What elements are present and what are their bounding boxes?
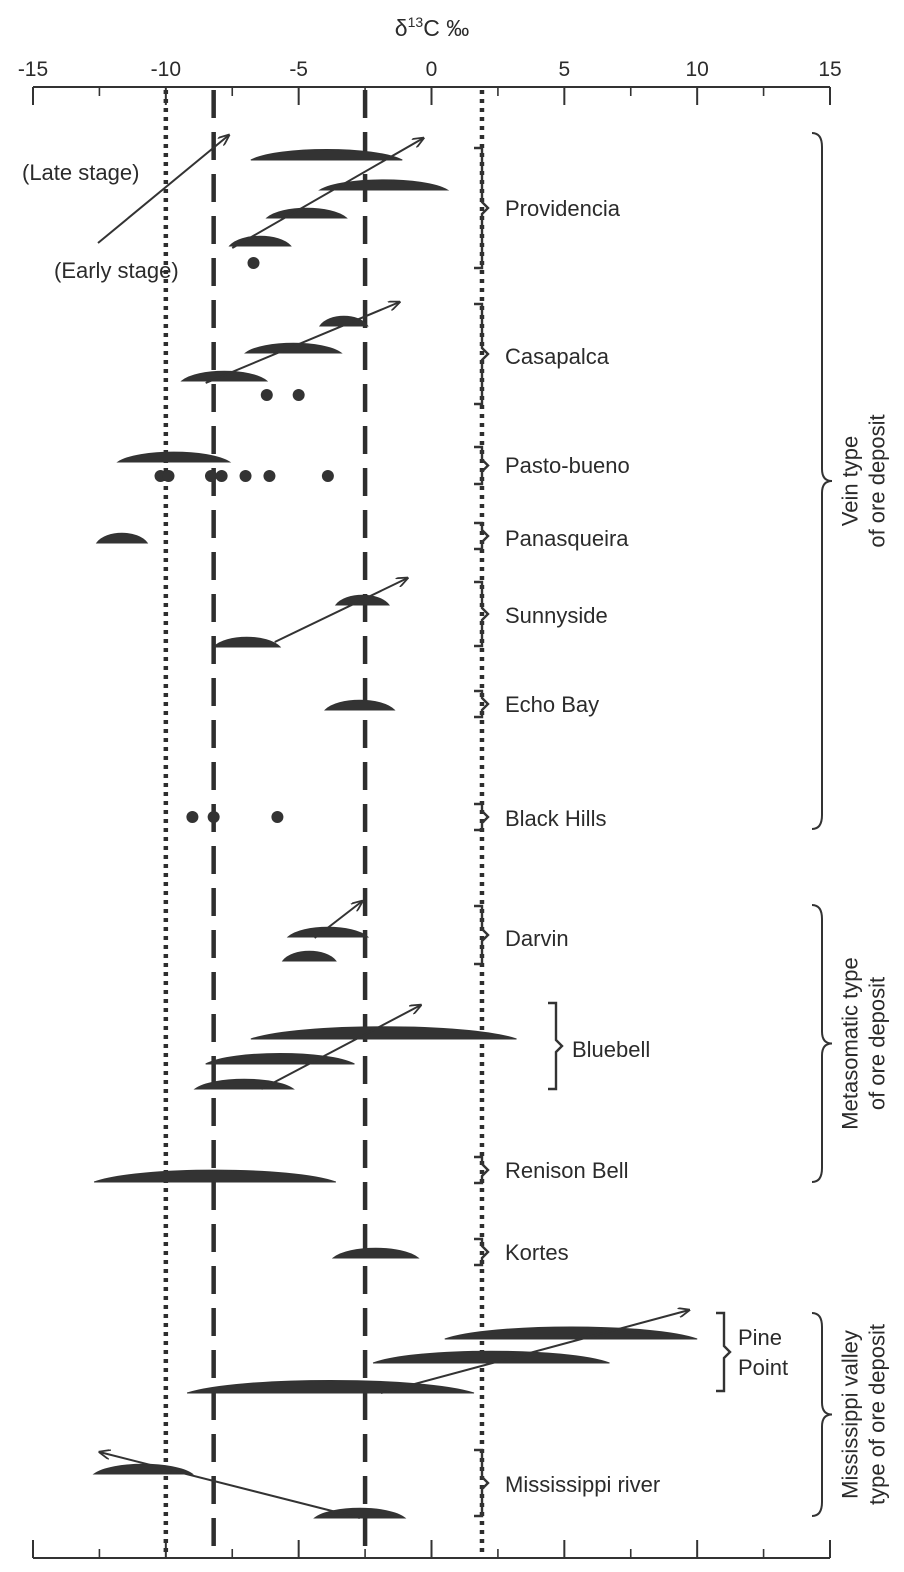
black-hills-label: Black Hills: [505, 806, 606, 831]
group-label-line: of ore deposit: [865, 414, 890, 547]
bluebell-range-1: [205, 1053, 355, 1065]
providencia-trend-arrow: [231, 138, 423, 249]
panasqueira-bracket: [474, 521, 490, 551]
late-stage-annotation: (Late stage): [22, 160, 139, 185]
pasto-bueno-data-point: [204, 470, 217, 482]
echo-bay-bracket: [474, 689, 490, 719]
pasto-bueno-data-point: [215, 470, 228, 482]
echo-bay-label: Echo Bay: [505, 692, 599, 717]
early-stage-annotation: (Early stage): [54, 258, 179, 283]
x-tick-label: -15: [18, 58, 48, 81]
kortes-bracket: [474, 1237, 490, 1267]
providencia-data-point: [247, 257, 260, 269]
pine-point-label-line: Point: [738, 1355, 788, 1380]
group-label-line: of ore deposit: [865, 977, 890, 1110]
bluebell-label: Bluebell: [572, 1037, 650, 1062]
bluebell-range-2: [193, 1078, 295, 1090]
black-hills-data-point: [207, 811, 220, 823]
echo-bay-range-0: [324, 699, 396, 711]
darvin-bracket: [474, 904, 490, 966]
x-tick-label: 10: [685, 58, 708, 81]
darvin-trend-arrow: [313, 901, 363, 939]
pasto-bueno-data-point: [239, 470, 252, 482]
reference-lines-layer: [163, 90, 485, 1556]
title-superscript: 13: [408, 14, 424, 30]
panasqueira-label: Panasqueira: [505, 526, 629, 551]
darvin-range-1: [281, 950, 337, 962]
black-hills-data-point: [271, 811, 284, 823]
casapalca-range-1: [244, 342, 343, 354]
pine-point-range-2: [186, 1379, 475, 1394]
pasto-bueno-range-0: [116, 451, 232, 463]
renison-bell-range-0: [93, 1169, 337, 1183]
pine-point-trend-arrow: [380, 1310, 689, 1394]
group-label-vein-type-of-ore-deposit: Vein type of ore deposit: [838, 414, 890, 547]
mississippi-river-label: Mississippi river: [505, 1472, 660, 1497]
black-hills-bracket: [474, 802, 490, 832]
renison-bell-bracket: [474, 1155, 490, 1185]
black-hills-data-point: [186, 811, 199, 823]
bluebell-bracket: [548, 1001, 564, 1091]
group-brace-vein-type-of-ore-deposit: [811, 132, 833, 830]
pasto-bueno-bracket: [474, 445, 490, 486]
providencia-range-2: [265, 207, 348, 219]
x-tick-label: 0: [426, 58, 438, 81]
casapalca-bracket: [474, 302, 490, 406]
group-label-line: Metasomatic type: [838, 957, 863, 1129]
casapalca-label: Casapalca: [505, 344, 610, 369]
pine-point-range-1: [372, 1350, 610, 1364]
group-label-mississippi-valley-type-of-ore-deposit: Mississippi valley type of ore deposit: [838, 1324, 890, 1505]
group-label-line: Vein type: [838, 436, 863, 527]
providencia-label: Providencia: [505, 196, 621, 221]
kortes-range-0: [331, 1247, 420, 1259]
renison-bell-label: Renison Bell: [505, 1158, 629, 1183]
axes-layer: -15 -10 -5 0 5 10 15: [18, 58, 842, 1559]
title-rest: C ‰: [423, 15, 469, 41]
stage-direction-arrow: [97, 135, 229, 244]
x-tick-label: 15: [818, 58, 841, 81]
title-delta: δ: [395, 15, 408, 41]
darvin-range-0: [286, 926, 370, 938]
sunnyside-trend-arrow: [274, 578, 408, 643]
sunnyside-label: Sunnyside: [505, 603, 608, 628]
darvin-label: Darvin: [505, 926, 569, 951]
pasto-bueno-data-point: [162, 470, 175, 482]
providencia-range-1: [318, 179, 450, 191]
pasto-bueno-data-point: [321, 470, 334, 482]
pine-point-range-0: [444, 1326, 698, 1340]
chart-title: δ13C ‰: [395, 14, 469, 41]
kortes-label: Kortes: [505, 1240, 569, 1265]
group-brace-mississippi-valley-type-of-ore-deposit: [811, 1312, 833, 1517]
x-tick-label: 5: [558, 58, 570, 81]
panasqueira-range-0: [95, 532, 149, 544]
casapalca-data-point: [292, 389, 305, 401]
mississippi-river-range-1: [313, 1507, 407, 1519]
casapalca-range-0: [318, 315, 369, 327]
x-tick-label: -10: [151, 58, 181, 81]
pasto-bueno-data-point: [263, 470, 276, 482]
group-label-line: Mississippi valley: [838, 1330, 863, 1499]
labels-layer: Providencia Casapalca Pasto-bueno Panasquei…: [474, 132, 890, 1518]
casapalca-trend-arrow: [205, 302, 400, 384]
data-marks-layer: [92, 135, 698, 1519]
casapalca-data-point: [260, 389, 273, 401]
sunnyside-range-1: [212, 636, 282, 648]
sunnyside-bracket: [474, 580, 490, 648]
providencia-range-3: [228, 235, 292, 247]
pine-point-bracket: [716, 1311, 732, 1393]
x-tick-label: -5: [289, 58, 308, 81]
providencia-range-0: [250, 149, 403, 161]
bluebell-trend-arrow: [261, 1005, 420, 1090]
providencia-bracket: [474, 146, 490, 270]
pasto-bueno-label: Pasto-bueno: [505, 453, 630, 478]
mississippi-river-bracket: [474, 1448, 490, 1518]
group-label-line: type of ore deposit: [865, 1324, 890, 1505]
bluebell-range-0: [250, 1026, 517, 1040]
group-label-metasomatic-type-of-ore-deposit: Metasomatic type of ore deposit: [838, 957, 890, 1129]
group-brace-metasomatic-type-of-ore-deposit: [811, 904, 833, 1183]
mississippi-river-trend-arrow: [99, 1452, 361, 1519]
pine-point-label-line: Pine: [738, 1325, 782, 1350]
